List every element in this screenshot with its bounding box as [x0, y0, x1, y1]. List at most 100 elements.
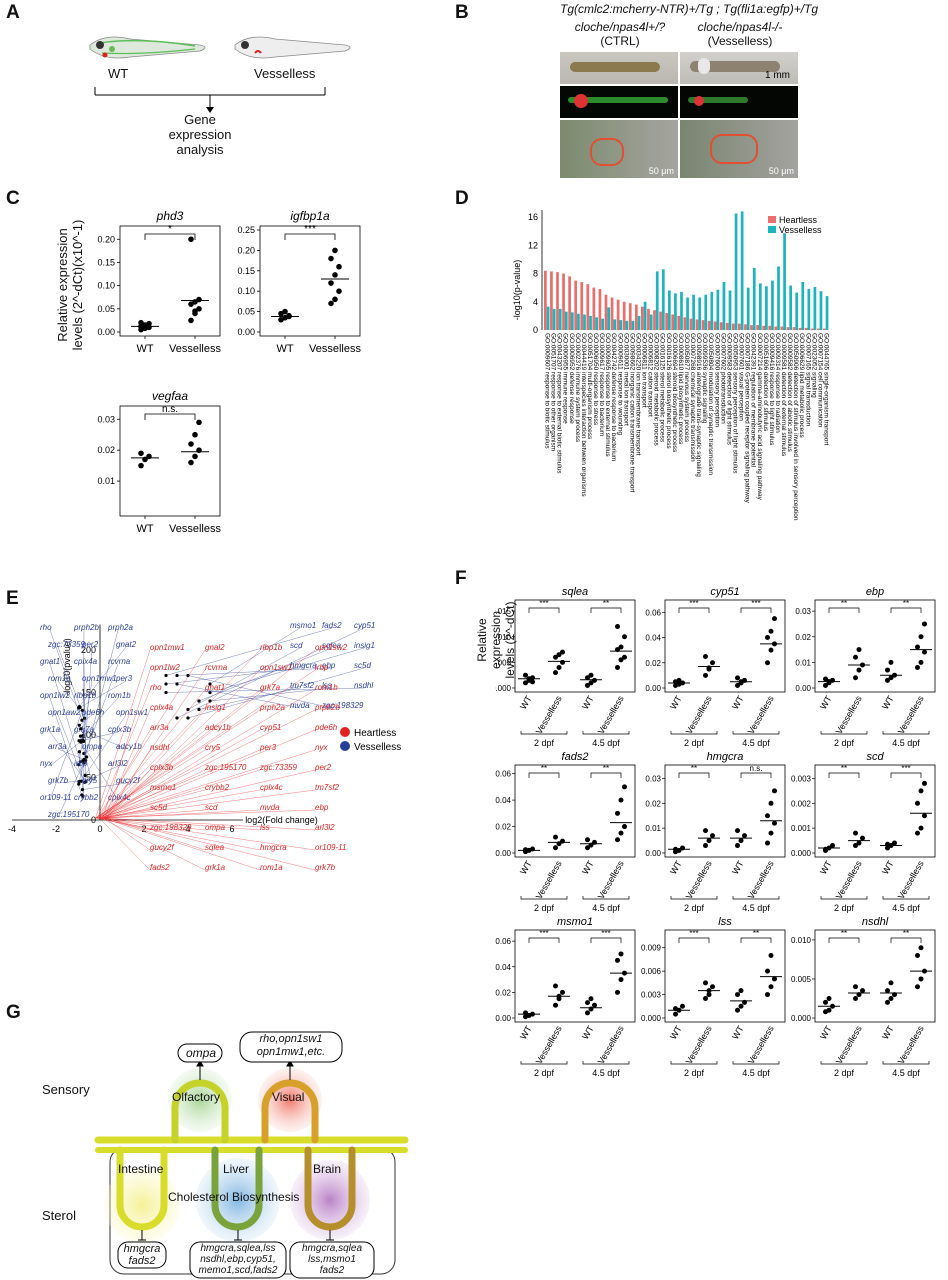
- f-data-point-sqlea: [560, 660, 565, 665]
- bar-heartless: [629, 303, 632, 330]
- f-data-point-fads2: [619, 798, 624, 803]
- bar-vesselless: [826, 296, 829, 330]
- f-data-point-lss: [769, 953, 774, 958]
- d-ytick-label: 16: [528, 212, 538, 222]
- go-term-label: GO:0006812 cation transport: [647, 333, 654, 417]
- f-group-label-hmgcra: 2 dpf: [684, 903, 705, 913]
- heartless-gene-label: opn1sw2: [315, 643, 348, 652]
- f-data-point-lss: [739, 1004, 744, 1009]
- panel-c-ylabel-line1: Relative expression: [55, 195, 70, 375]
- bar-vesselless: [595, 317, 598, 330]
- panel-b-col1-header: cloche/npas4l+/? (CTRL): [560, 20, 680, 48]
- f-data-point-lss: [765, 992, 770, 997]
- heartless-gene-label: sqlea: [205, 843, 225, 852]
- ytick-label-igfbp1a: 0.05: [237, 307, 255, 317]
- f-ytick-label-lss: 0.003: [641, 991, 662, 1000]
- vesselless-gene-label: nyx: [40, 759, 53, 768]
- ytick-label-igfbp1a: 0.00: [237, 327, 255, 337]
- f-ytick-label-scd: 0.001: [791, 824, 812, 833]
- f-data-point-lss: [710, 984, 715, 989]
- data-point-igfbp1a: [332, 248, 338, 254]
- bar-heartless: [708, 321, 711, 330]
- f-sig-label-scd: ***: [901, 764, 910, 773]
- vesselless-gene-label: rcvrna: [108, 657, 131, 666]
- f-data-point-fads2: [619, 831, 624, 836]
- bar-heartless: [690, 319, 693, 330]
- heartless-gene-label: ebp: [315, 803, 329, 812]
- f-xtick-label-cyp51: Vesselless: [684, 694, 714, 736]
- heartless-gene-label: rom1b: [315, 683, 338, 692]
- f-ytick-label-sqlea: 0.005: [495, 658, 512, 667]
- f-xtick-label-msmo1: WT: [518, 1024, 534, 1042]
- f-ytick-label-sqlea: 0.000: [495, 684, 512, 693]
- f-data-point-hmgcra: [735, 828, 740, 833]
- heartless-gene-label: grk7a: [260, 683, 281, 692]
- xtick-label-vegfaa: WT: [136, 523, 153, 535]
- data-point-phd3: [192, 308, 198, 314]
- f-sig-label-ebp: **: [903, 599, 909, 608]
- vesselless-gene-label: grk7a: [74, 725, 95, 734]
- f-data-point-nsdhl: [919, 976, 924, 981]
- f-data-point-hmgcra: [765, 813, 770, 818]
- heartless-gene-label: cplx4c: [260, 783, 283, 792]
- f-data-point-sqlea: [592, 678, 597, 683]
- vesselless-gene-label: nsdhl: [354, 681, 373, 690]
- f-plot-title-msmo1: msmo1: [557, 916, 593, 928]
- bar-vesselless: [589, 316, 592, 330]
- sig-label-igfbp1a: ***: [304, 224, 316, 235]
- liver-genes-line3: memo1,scd,fads2: [190, 1265, 286, 1276]
- f-data-point-msmo1: [585, 1000, 590, 1005]
- bar-heartless: [641, 307, 644, 330]
- panel-f-dotplots: sqlea0.0000.0050.0100.015*****WTVesselle…: [495, 580, 945, 1110]
- intestine-label: Intestine: [118, 1162, 163, 1176]
- f-sig-bracket-cyp51: [679, 608, 709, 613]
- liver-genes-line1: hmgcra,sqlea,lss: [190, 1243, 286, 1254]
- data-point-igfbp1a: [328, 301, 334, 307]
- f-sig-label-lss: ***: [689, 929, 698, 938]
- f-data-point-hmgcra: [703, 843, 708, 848]
- go-term-label: GO:0009416 response to light stimulus: [768, 333, 775, 446]
- heartless-gene-label: nyx: [315, 743, 328, 752]
- f-ytick-label-nsdhl: 0.005: [791, 975, 812, 984]
- bar-vesselless: [571, 312, 574, 330]
- go-term-label: GO:0009582 detection of abiotic stimulus: [786, 333, 793, 453]
- go-term-label: GO:0050906 detection of stimulus involve…: [792, 333, 799, 521]
- f-data-point-ebp: [919, 660, 924, 665]
- f-data-point-msmo1: [592, 1003, 597, 1008]
- f-data-point-scd: [853, 831, 858, 836]
- bar-heartless: [714, 322, 717, 330]
- f-data-point-fads2: [615, 837, 620, 842]
- heartless-gene-label: prph2a: [259, 703, 285, 712]
- f-data-point-msmo1: [585, 1010, 590, 1015]
- heartless-gene-label: gnal2: [205, 643, 225, 652]
- f-sig-label-cyp51: ***: [751, 599, 760, 608]
- vesselless-point: [77, 783, 80, 786]
- f-data-point-msmo1: [553, 1003, 558, 1008]
- f-data-point-cyp51: [710, 660, 715, 665]
- heartless-gene-label: cplx4a: [150, 703, 174, 712]
- f-sig-bracket-fads2: [529, 773, 559, 778]
- vesselless-gene-label: prph2a: [107, 623, 133, 632]
- f-sig-label-nsdhl: **: [841, 929, 847, 938]
- panel-b-col2-header: cloche/npas4l-/- (Vesselless): [680, 20, 800, 48]
- f-data-point-sqlea: [622, 634, 627, 639]
- f-xtick-label-cyp51: WT: [668, 694, 684, 712]
- liver-label: Liver: [223, 1162, 249, 1176]
- f-data-point-scd: [919, 788, 924, 793]
- go-term-label: GO:0009611 response to wounding: [616, 333, 623, 436]
- f-data-point-hmgcra: [769, 831, 774, 836]
- bar-vesselless: [626, 321, 629, 330]
- gene-expression-line1: Gene expression: [155, 112, 245, 142]
- vesselless-gene-label: per3: [115, 674, 133, 683]
- scale-50um-ctrl: 50 μm: [649, 166, 674, 176]
- bar-heartless: [823, 329, 826, 330]
- f-data-point-hmgcra: [710, 833, 715, 838]
- bar-vesselless: [807, 289, 810, 330]
- f-data-point-cyp51: [703, 654, 708, 659]
- visual-genes: rho,opn1sw1 opn1mw1,etc.: [240, 1033, 342, 1059]
- f-ytick-label-scd: 0.003: [791, 774, 812, 783]
- panel-b-title: Tg(cmlc2:mcherry-NTR)+/Tg ; Tg(fli1a:egf…: [560, 2, 818, 16]
- bar-vesselless: [741, 211, 744, 330]
- f-data-point-ebp: [885, 668, 890, 673]
- f-data-point-cyp51: [735, 675, 740, 680]
